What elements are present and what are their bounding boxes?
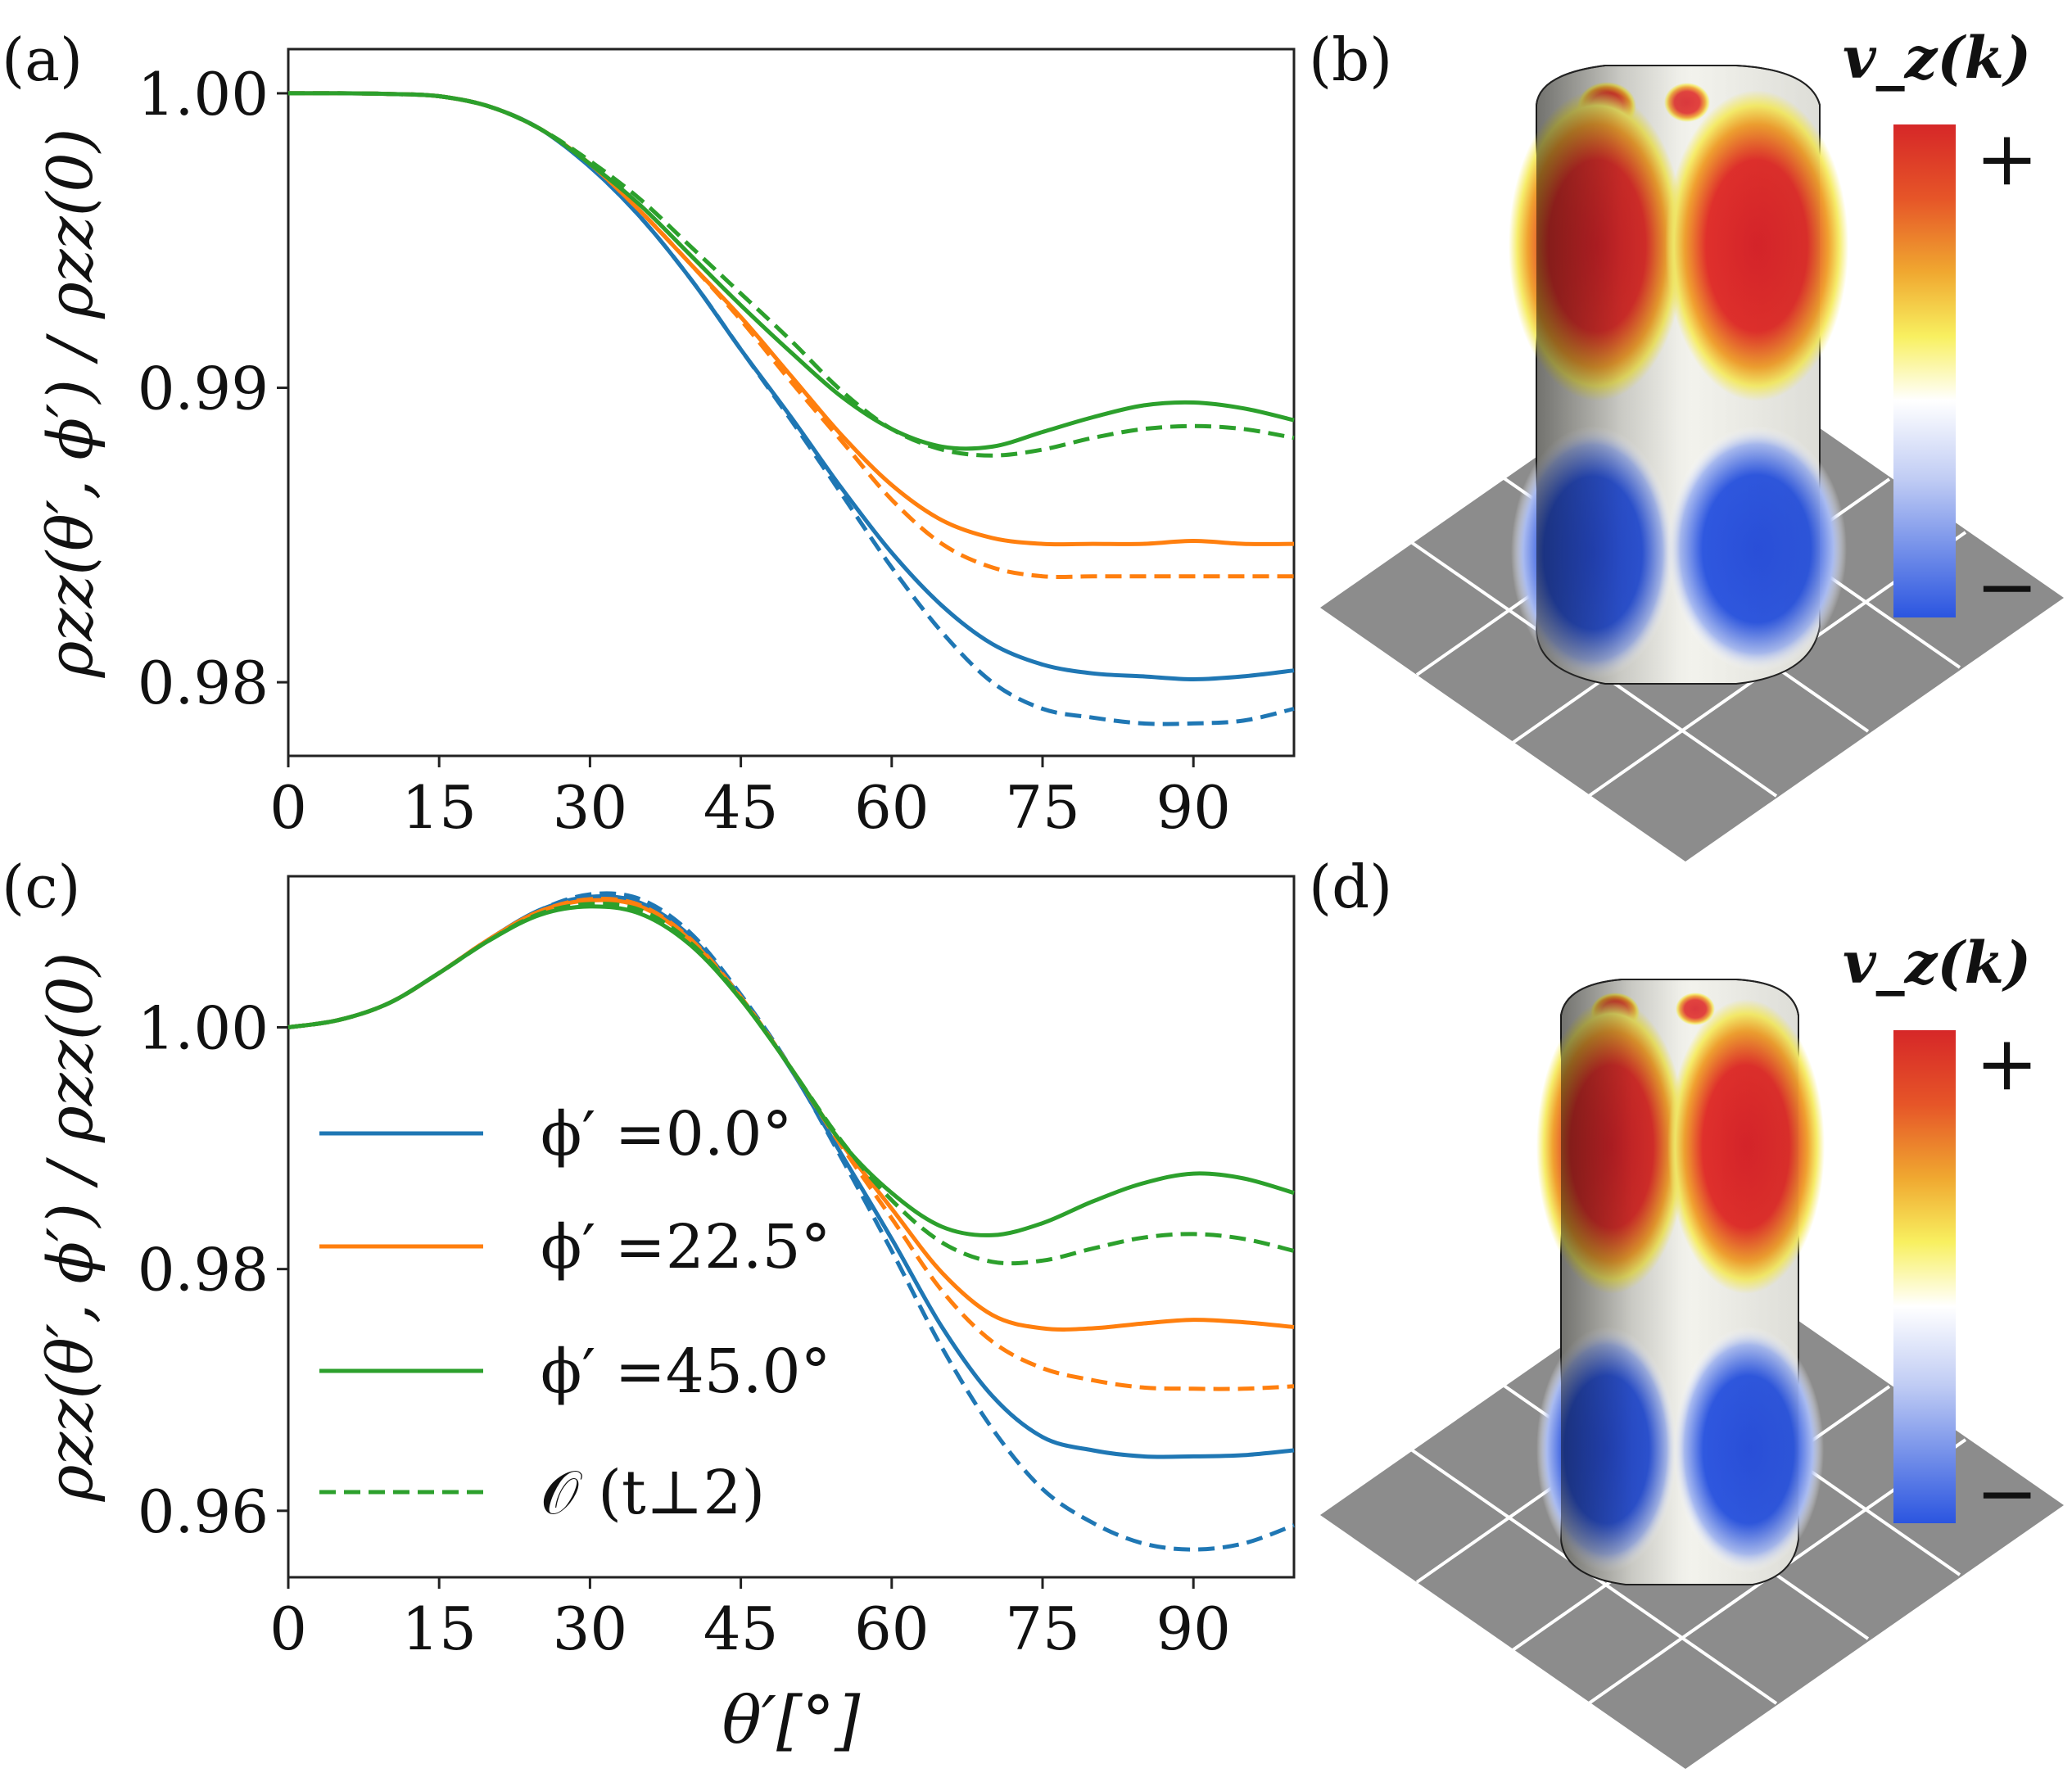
colorbar-b: v_z(k) + −	[1843, 24, 2038, 631]
chart-c-y-tick-label: 0.96	[138, 1477, 269, 1546]
chart-a-x-tick-label: 90	[1156, 773, 1231, 842]
colorbar-label-b: v_z(k)	[1843, 24, 2031, 92]
chart-a-y-tick-label: 1.00	[138, 60, 269, 129]
chart-a-series-orange-dashed	[287, 91, 1294, 579]
chart-a-x-tick-label: 30	[553, 773, 628, 842]
colorbar-minus-d: −	[1975, 1450, 2038, 1537]
legend-label-phi-45: ϕ′ =45.0°	[541, 1336, 831, 1407]
chart-a-series-blue-solid	[287, 91, 1295, 682]
chart-c-x-tick-label: 90	[1156, 1594, 1231, 1663]
legend-entry-perturbative: 𝒪 (t⊥2)	[319, 1458, 765, 1528]
chart-c-x-tick-label: 75	[1005, 1594, 1080, 1663]
chart-a-x-tick-label: 45	[703, 773, 779, 842]
chart-a-x-tick-label: 0	[269, 773, 307, 842]
chart-c-y-tick-label: 1.00	[138, 993, 269, 1062]
fermi-cylinder-d	[1536, 979, 1825, 1585]
chart-a-series	[287, 91, 1295, 726]
chart-a-y-axis-label: ρzz(θ′, ϕ′) / ρzz(0)	[34, 129, 106, 679]
chart-a-series-green-dashed	[287, 91, 1295, 458]
chart-c-y-axis-label: ρzz(θ′, ϕ′) / ρzz(0)	[34, 952, 106, 1503]
panel-label-a: (a)	[2, 25, 83, 94]
chart-c-x-tick-label: 0	[269, 1594, 307, 1663]
panel-label-c: (c)	[2, 853, 81, 921]
legend-entry-phi-0: ϕ′ =0.0°	[319, 1099, 792, 1169]
panel-b-fermi-surface: (b) v_z(k) +	[1309, 24, 2064, 862]
legend-label-phi-22-5: ϕ′ =22.5°	[541, 1212, 831, 1282]
legend-label-phi-0: ϕ′ =0.0°	[541, 1099, 792, 1169]
chart-c-legend: ϕ′ =0.0° ϕ′ =22.5° ϕ′ =45.0° 𝒪 (t⊥2)	[319, 1099, 831, 1528]
colorbar-minus-b: −	[1975, 543, 2038, 631]
colorbar-label-d: v_z(k)	[1843, 929, 2031, 997]
colorbar-d: v_z(k) + −	[1843, 929, 2038, 1537]
legend-entry-phi-45: ϕ′ =45.0°	[319, 1336, 831, 1407]
colorbar-gradient-d	[1893, 1030, 1956, 1523]
chart-c-series-orange-dashed	[287, 897, 1295, 1391]
chart-c: 0 15 30 45 60 75 90 0.96 0.98 1.00 (c) ρzz(θ′, ϕ…	[2, 853, 1296, 1758]
chart-a-x-ticks: 0 15 30 45 60 75 90	[269, 756, 1231, 842]
chart-a-series-green-solid	[287, 91, 1295, 451]
legend-label-perturbative: 𝒪 (t⊥2)	[541, 1458, 765, 1528]
fermi-cylinder-b	[1509, 65, 1848, 685]
chart-a-axes-frame	[287, 47, 1296, 758]
colorbar-gradient-b	[1893, 124, 1956, 617]
chart-c-y-tick-label: 0.98	[138, 1236, 269, 1305]
chart-a-x-tick-label: 60	[854, 773, 930, 842]
panel-d-fermi-surface: (d) v_z(k) +	[1309, 853, 2064, 1769]
chart-a-y-tick-label: 0.99	[138, 355, 269, 423]
chart-c-x-ticks: 0 15 30 45 60 75 90	[269, 1577, 1231, 1663]
chart-c-y-ticks: 0.96 0.98 1.00	[138, 993, 288, 1546]
panel-label-d: (d)	[1309, 853, 1392, 921]
chart-c-series	[287, 891, 1295, 1552]
chart-a-x-tick-label: 15	[401, 773, 477, 842]
chart-a-x-tick-label: 75	[1005, 773, 1080, 842]
chart-a: 0 15 30 45 60 75 90 0.98 0.99 1.00 (a) ρzz(θ′, ϕ…	[2, 25, 1296, 842]
legend-entry-phi-22-5: ϕ′ =22.5°	[319, 1212, 831, 1282]
chart-a-y-tick-label: 0.98	[138, 649, 269, 717]
colorbar-plus-b: +	[1975, 115, 2038, 202]
chart-a-series-blue-dashed	[287, 91, 1295, 726]
chart-c-x-tick-label: 60	[854, 1594, 930, 1663]
chart-c-x-tick-label: 45	[703, 1594, 779, 1663]
chart-c-series-green-dashed	[287, 902, 1295, 1266]
chart-a-y-ticks: 0.98 0.99 1.00	[138, 60, 288, 717]
chart-a-series-orange-solid	[287, 91, 1295, 547]
chart-c-x-axis-label: θ′[°]	[722, 1682, 862, 1758]
chart-c-axes-frame	[287, 875, 1296, 1579]
panel-label-b: (b)	[1309, 25, 1392, 94]
chart-c-x-tick-label: 30	[553, 1594, 628, 1663]
colorbar-plus-d: +	[1975, 1020, 2038, 1107]
chart-c-x-tick-label: 15	[401, 1594, 477, 1663]
